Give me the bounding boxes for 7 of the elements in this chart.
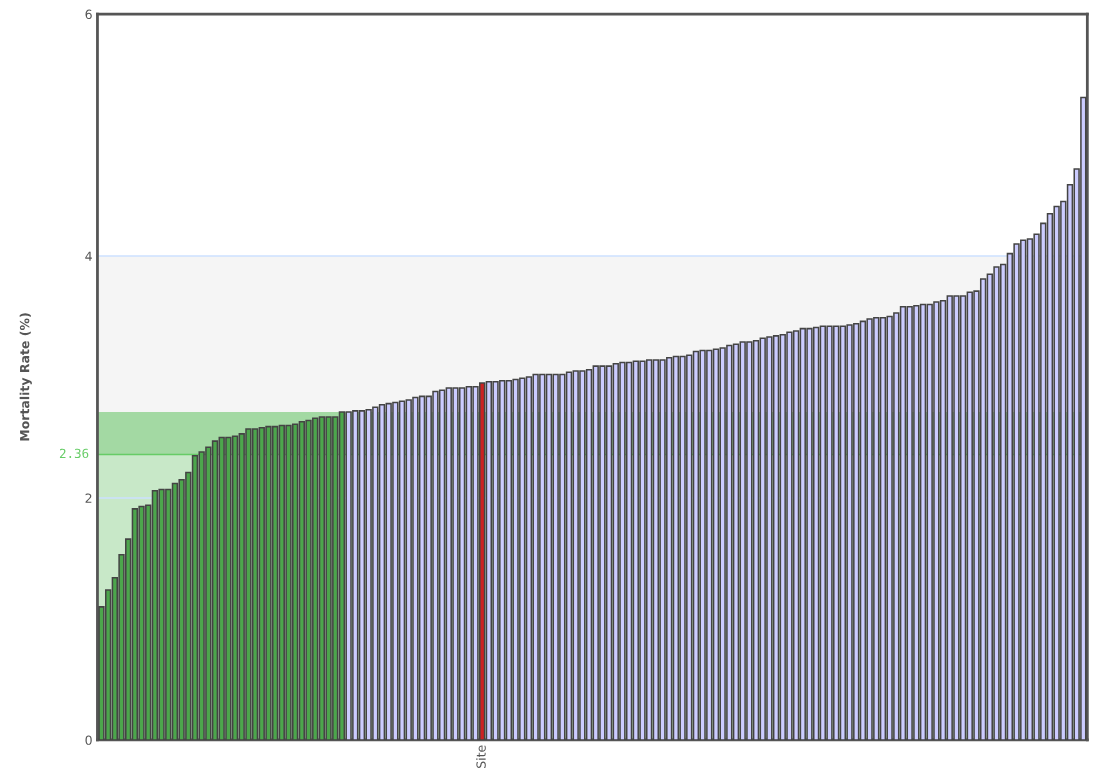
y-tick-label: 0 [85, 735, 92, 745]
y-tick-label: 4 [85, 251, 92, 261]
y-tick-label: 6 [85, 9, 92, 20]
x-tick-label: Site [476, 745, 486, 768]
y-tick-label: 2 [85, 493, 92, 503]
y-axis-title: Mortality Rate (%) [19, 313, 32, 441]
ref-line-label: 2.36 [59, 448, 89, 459]
